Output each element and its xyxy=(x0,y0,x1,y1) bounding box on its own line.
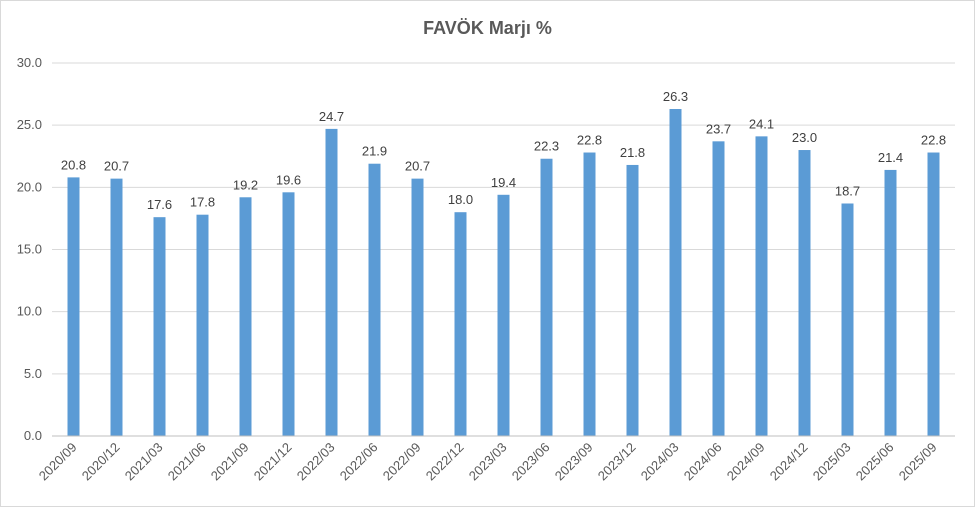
data-label: 17.6 xyxy=(147,197,172,212)
x-tick-label: 2020/09 xyxy=(36,440,80,484)
data-label: 24.7 xyxy=(319,109,344,124)
y-tick-label: 25.0 xyxy=(17,117,42,132)
x-tick-label: 2022/03 xyxy=(294,440,338,484)
data-label: 26.3 xyxy=(663,89,688,104)
x-tick-label: 2022/12 xyxy=(423,440,467,484)
bar xyxy=(239,197,252,436)
data-label: 19.2 xyxy=(233,177,258,192)
x-tick-label: 2023/09 xyxy=(552,440,596,484)
x-tick-label: 2025/06 xyxy=(853,440,897,484)
data-label: 23.0 xyxy=(792,130,817,145)
bar xyxy=(67,177,80,437)
bar xyxy=(626,164,639,436)
x-tick-label: 2021/03 xyxy=(122,440,166,484)
x-tick-label: 2023/03 xyxy=(466,440,510,484)
data-labels: 20.8 20.7 17.6 17.8 19.2 19.6 24.7 21.9 20.7 18.0… xyxy=(61,89,946,212)
data-label: 21.4 xyxy=(878,150,903,165)
data-label: 20.7 xyxy=(405,159,430,174)
data-label: 22.3 xyxy=(534,139,559,154)
data-label: 24.1 xyxy=(749,116,774,131)
x-tick-label: 2021/06 xyxy=(165,440,209,484)
x-tick-label: 2023/06 xyxy=(509,440,553,484)
y-tick-label: 30.0 xyxy=(17,55,42,70)
data-label: 18.7 xyxy=(835,183,860,198)
x-tick-label: 2024/03 xyxy=(638,440,682,484)
data-label: 21.9 xyxy=(362,144,387,159)
bar xyxy=(841,203,854,436)
data-label: 17.8 xyxy=(190,195,215,210)
y-tick-label: 10.0 xyxy=(17,304,42,319)
bar xyxy=(368,163,381,436)
x-tick-label: 2024/12 xyxy=(767,440,811,484)
bar xyxy=(196,214,209,436)
data-label: 23.7 xyxy=(706,121,731,136)
bar xyxy=(798,150,811,437)
bar xyxy=(583,152,596,436)
x-tick-label: 2024/09 xyxy=(724,440,768,484)
x-tick-label: 2020/12 xyxy=(79,440,123,484)
x-tick-label: 2022/06 xyxy=(337,440,381,484)
x-tick-label: 2021/09 xyxy=(208,440,252,484)
x-tick-label: 2025/09 xyxy=(896,440,940,484)
data-label: 20.7 xyxy=(104,159,129,174)
bar xyxy=(411,178,424,436)
bar xyxy=(325,128,338,436)
y-tick-label: 5.0 xyxy=(24,366,42,381)
bars xyxy=(67,109,940,437)
x-tick-label: 2021/12 xyxy=(251,440,295,484)
bar xyxy=(282,192,295,436)
y-tick-label: 15.0 xyxy=(17,242,42,257)
bar xyxy=(669,109,682,437)
y-tick-label: 20.0 xyxy=(17,179,42,194)
x-tick-label: 2025/03 xyxy=(810,440,854,484)
data-label: 22.8 xyxy=(577,133,602,148)
chart-title: FAVÖK Marjı % xyxy=(423,18,552,38)
bar xyxy=(153,217,166,436)
data-label: 18.0 xyxy=(448,192,473,207)
bar xyxy=(712,141,725,436)
data-label: 22.8 xyxy=(921,133,946,148)
bar xyxy=(454,212,467,436)
x-tick-label: 2022/09 xyxy=(380,440,424,484)
bar xyxy=(540,158,553,436)
y-tick-label: 0.0 xyxy=(24,428,42,443)
x-tick-label: 2024/06 xyxy=(681,440,725,484)
x-tick-label: 2023/12 xyxy=(595,440,639,484)
y-axis: 0.0 5.0 10.0 15.0 20.0 25.0 30.0 xyxy=(17,55,42,443)
bar xyxy=(927,152,940,436)
data-label: 19.4 xyxy=(491,175,516,190)
bar xyxy=(110,178,123,436)
bar xyxy=(755,136,768,436)
data-label: 21.8 xyxy=(620,145,645,160)
bar xyxy=(884,169,897,436)
x-axis: 2020/09 2020/12 2021/03 2021/06 2021/09 2021/… xyxy=(36,435,955,484)
data-label: 19.6 xyxy=(276,172,301,187)
data-label: 20.8 xyxy=(61,157,86,172)
bar xyxy=(497,194,510,436)
